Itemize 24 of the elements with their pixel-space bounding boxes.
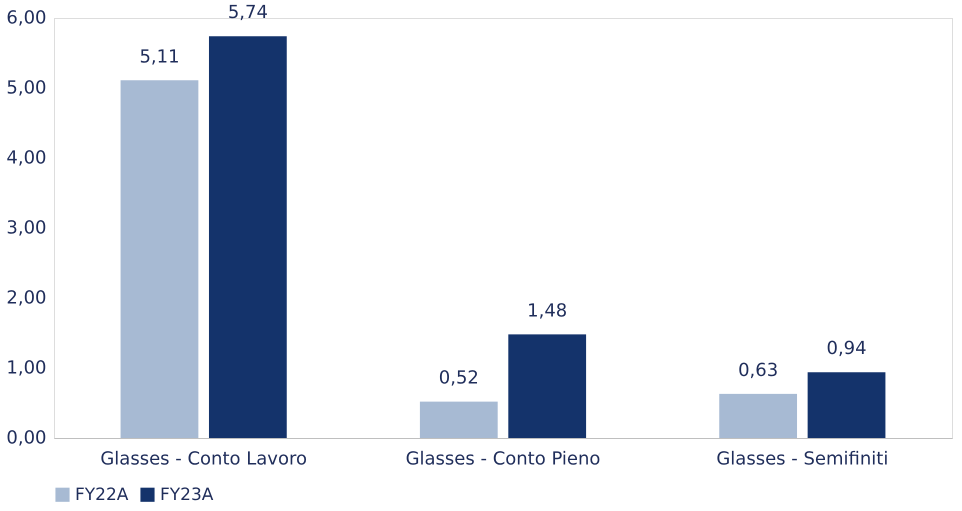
bar	[508, 334, 586, 438]
y-tick-label: 5,00	[6, 78, 46, 98]
y-tick-label: 6,00	[6, 8, 46, 28]
y-tick-label: 3,00	[6, 218, 46, 238]
data-label: 0,94	[826, 338, 867, 360]
bar	[719, 394, 798, 438]
legend-label: FY22A	[75, 484, 129, 505]
x-tick-label: Glasses - Conto Pieno	[406, 448, 600, 470]
bar	[420, 402, 498, 438]
legend-label: FY23A	[160, 484, 214, 505]
bar	[120, 80, 198, 438]
y-tick-label: 0,00	[6, 428, 46, 448]
bar	[808, 372, 886, 438]
y-tick-label: 2,00	[6, 288, 46, 308]
data-label: 1,48	[527, 300, 568, 322]
data-label: 0,63	[738, 360, 778, 381]
x-tick-label: Glasses - Conto Lavoro	[100, 448, 307, 470]
data-label: 0,52	[438, 368, 479, 389]
bar	[208, 36, 287, 438]
y-tick-label: 4,00	[6, 148, 46, 168]
x-tick-label: Glasses - Semifiniti	[716, 448, 888, 470]
data-label: 5,11	[139, 46, 180, 68]
y-tick-label: 1,00	[6, 358, 46, 378]
data-label: 5,74	[228, 2, 268, 24]
